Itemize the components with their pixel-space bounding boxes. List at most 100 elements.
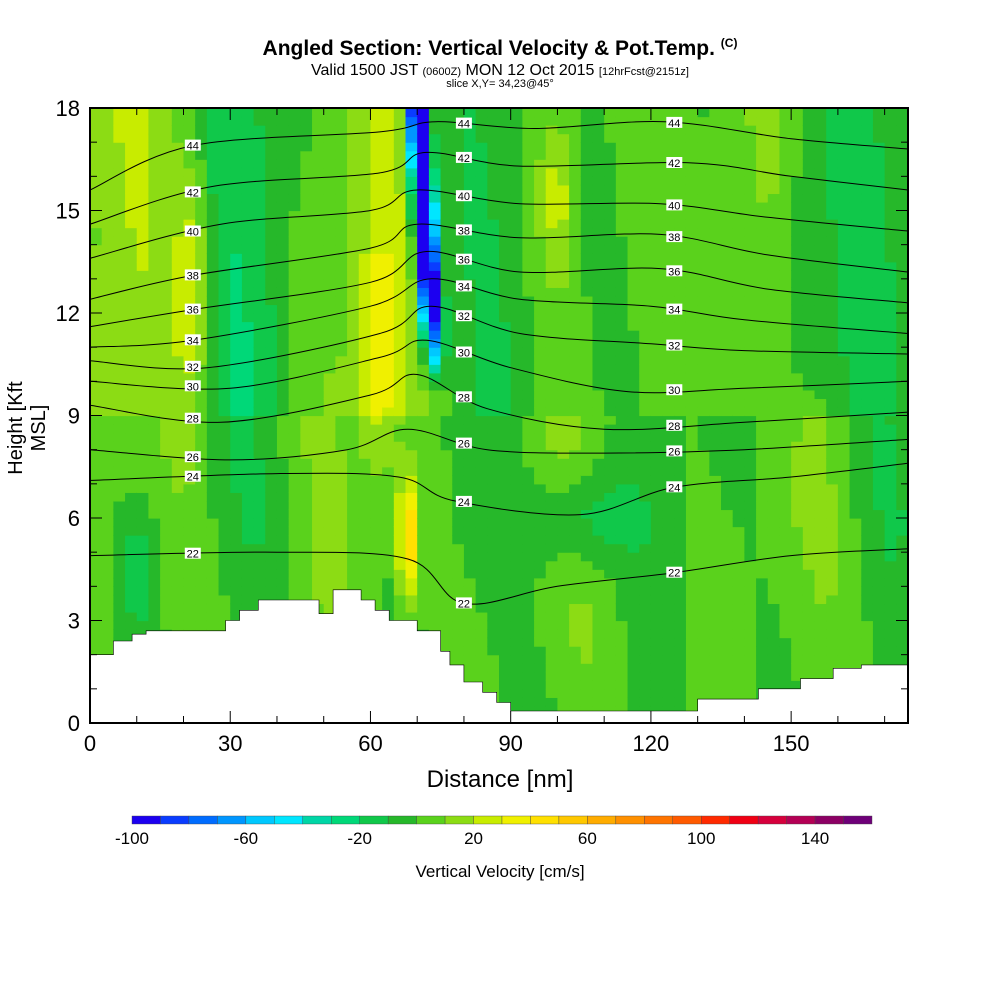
- velocity-cell: [323, 184, 336, 195]
- velocity-cell: [627, 449, 640, 459]
- velocity-cell: [872, 210, 886, 220]
- velocity-cell: [160, 432, 173, 442]
- velocity-cell: [440, 415, 453, 425]
- velocity-cell: [101, 518, 114, 528]
- velocity-cell: [627, 253, 640, 263]
- velocity-cell: [148, 125, 161, 135]
- velocity-cell: [499, 295, 512, 306]
- velocity-cell: [627, 261, 640, 271]
- velocity-cell: [685, 560, 699, 570]
- velocity-cell: [709, 133, 722, 143]
- velocity-cell: [849, 594, 862, 605]
- velocity-cell: [650, 236, 664, 246]
- velocity-cell: [241, 159, 255, 169]
- velocity-cell: [872, 535, 886, 545]
- velocity-cell: [148, 219, 161, 229]
- velocity-cell: [615, 167, 629, 177]
- velocity-cell: [627, 125, 640, 135]
- velocity-cell: [370, 355, 383, 365]
- velocity-cell: [475, 330, 488, 340]
- velocity-cell: [487, 560, 500, 570]
- velocity-cell: [884, 270, 897, 280]
- velocity-cell: [802, 253, 816, 263]
- velocity-cell: [475, 475, 488, 485]
- velocity-cell: [697, 458, 710, 468]
- velocity-cell: [615, 261, 629, 271]
- velocity-cell: [767, 543, 781, 553]
- velocity-cell: [312, 108, 325, 118]
- velocity-cell: [615, 637, 629, 647]
- velocity-cell: [615, 560, 629, 570]
- velocity-cell: [849, 663, 862, 673]
- velocity-cell: [697, 543, 710, 553]
- velocity-cell: [428, 449, 442, 459]
- velocity-cell: [534, 406, 547, 417]
- velocity-cell: [534, 133, 547, 143]
- velocity-cell: [580, 364, 594, 374]
- velocity-cell: [662, 210, 675, 220]
- velocity-cell: [732, 646, 745, 656]
- velocity-cell: [580, 304, 594, 314]
- velocity-cell: [721, 577, 734, 587]
- velocity-cell: [592, 415, 605, 425]
- velocity-cell: [534, 603, 547, 613]
- velocity-cell: [90, 560, 103, 570]
- velocity-cell: [674, 518, 687, 528]
- velocity-cell: [206, 424, 220, 434]
- velocity-cell: [428, 586, 442, 596]
- velocity-cell: [265, 219, 278, 229]
- velocity-cell: [206, 441, 220, 451]
- velocity-cell: [253, 475, 266, 485]
- velocity-cell: [569, 372, 582, 382]
- velocity-cell: [253, 219, 266, 229]
- velocity-cell: [428, 594, 442, 605]
- velocity-cell: [417, 518, 430, 528]
- velocity-cell: [265, 338, 278, 348]
- velocity-cell: [241, 518, 255, 528]
- velocity-cell: [382, 560, 395, 570]
- velocity-cell: [627, 603, 640, 613]
- velocity-cell: [872, 219, 886, 229]
- velocity-cell: [534, 697, 547, 707]
- velocity-cell: [195, 381, 208, 391]
- velocity-cell: [826, 406, 839, 417]
- velocity-cell: [510, 313, 523, 323]
- velocity-cell: [709, 432, 722, 442]
- velocity-cell: [557, 629, 570, 639]
- velocity-cell: [288, 193, 301, 203]
- velocity-cell: [393, 338, 407, 348]
- velocity-cell: [183, 441, 196, 451]
- velocity-cell: [837, 150, 851, 160]
- velocity-cell: [393, 372, 407, 382]
- velocity-cell: [861, 381, 874, 391]
- velocity-cell: [183, 159, 196, 169]
- velocity-cell: [884, 637, 897, 647]
- velocity-cell: [756, 637, 769, 647]
- velocity-cell: [206, 133, 220, 143]
- velocity-cell: [861, 372, 874, 382]
- velocity-cell: [405, 415, 418, 425]
- velocity-cell: [253, 304, 266, 314]
- velocity-cell: [569, 287, 582, 297]
- velocity-cell: [639, 108, 652, 118]
- velocity-cell: [604, 253, 617, 263]
- velocity-cell: [323, 577, 336, 587]
- velocity-cell: [791, 406, 804, 417]
- velocity-cell: [580, 415, 594, 425]
- velocity-cell: [230, 466, 243, 476]
- velocity-cell: [358, 518, 372, 528]
- velocity-cell: [545, 671, 559, 681]
- velocity-cell: [732, 193, 745, 203]
- velocity-cell: [791, 466, 804, 476]
- velocity-cell: [382, 338, 395, 348]
- velocity-cell: [592, 629, 605, 639]
- velocity-cell: [405, 372, 418, 382]
- velocity-cell: [265, 424, 278, 434]
- velocity-cell: [288, 150, 301, 160]
- velocity-cell: [674, 654, 687, 664]
- velocity-cell: [604, 287, 617, 297]
- velocity-cell: [288, 355, 301, 365]
- velocity-cell: [650, 518, 664, 528]
- velocity-cell: [767, 586, 781, 596]
- velocity-cell: [604, 611, 617, 622]
